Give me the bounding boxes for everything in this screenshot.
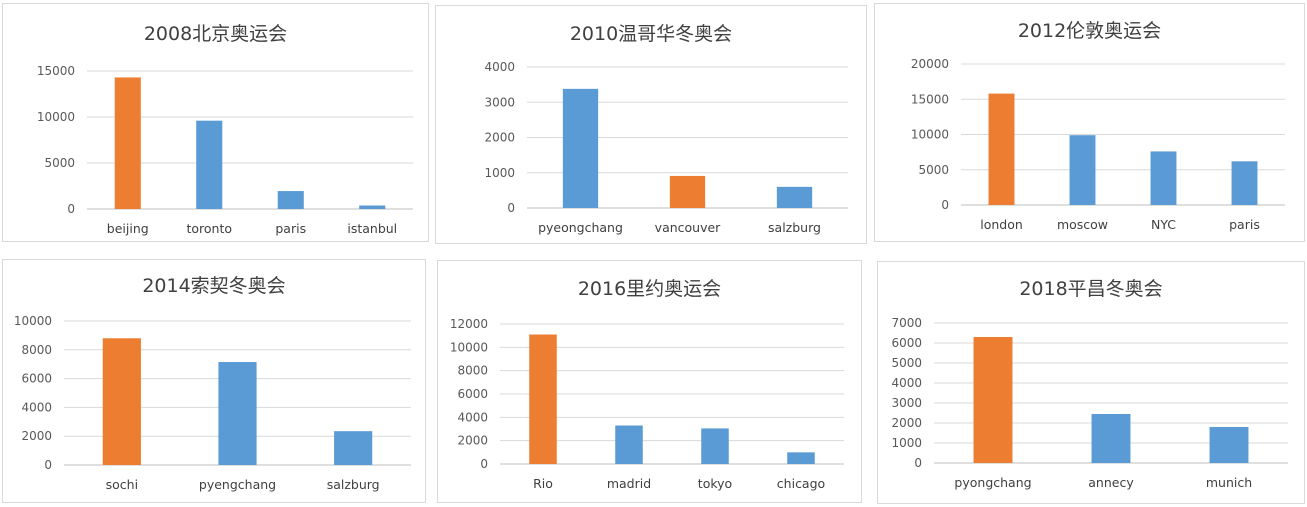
x-tick-label: toronto [186,221,232,236]
y-tick-label: 0 [480,457,488,471]
chart-title: 2012伦敦奥运会 [1018,20,1161,42]
y-tick-label: 10000 [37,110,75,124]
bar [529,334,557,464]
y-tick-label: 4000 [457,410,488,424]
y-tick-label: 4000 [21,400,52,414]
x-tick-label: vancouver [655,220,722,235]
y-tick-label: 10000 [911,128,949,142]
y-tick-label: 4000 [484,60,515,74]
chart-panel: 2012伦敦奥运会 0 5000 10000 15000 20000 london mosco… [874,3,1305,242]
chart-title: 2018平昌冬奥会 [1019,278,1162,300]
y-tick-label: 2000 [891,416,922,430]
bar [669,175,706,208]
bar-chart: 2008北京奥运会 0 5000 10000 15000 beijing toronto pa… [37,23,413,236]
y-tick-label: 0 [67,202,75,216]
bar [196,120,223,209]
bar [1231,161,1258,205]
x-tick-label: madrid [607,476,651,491]
x-tick-label: chicago [777,476,825,491]
x-tick-label: tokyo [698,476,732,491]
chart-title: 2016里约奥运会 [578,278,721,300]
x-tick-label: sochi [106,477,138,492]
y-tick-label: 0 [941,198,949,212]
bar [562,88,599,208]
y-tick-label: 20000 [911,57,949,71]
x-tick-label: moscow [1057,217,1108,232]
bar [973,337,1013,463]
bar-chart: 2018平昌冬奥会 0 1000 2000 3000 4000 5000 6000 7000 py… [891,278,1288,490]
bar [277,191,304,209]
y-tick-label: 1000 [484,166,515,180]
chart-panel: 2016里约奥运会 0 2000 4000 6000 8000 10000 12000 Rio m… [437,260,862,503]
y-tick-label: 15000 [911,92,949,106]
y-tick-label: 12000 [450,317,488,331]
x-tick-label: london [980,217,1023,232]
bar-chart: 2014索契冬奥会 0 2000 4000 6000 8000 10000 sochi pyen… [14,275,411,492]
x-tick-label: pyeongchang [538,220,623,235]
y-tick-label: 2000 [457,434,488,448]
y-tick-label: 0 [507,201,515,215]
y-tick-label: 6000 [21,372,52,386]
x-tick-label: paris [275,221,306,236]
bar-chart: 2016里约奥运会 0 2000 4000 6000 8000 10000 12000 Rio m… [450,278,844,491]
x-tick-label: Rio [533,476,553,491]
bar [701,428,729,464]
y-tick-label: 0 [914,456,922,470]
bar-chart: 2010温哥华冬奥会 0 1000 2000 3000 4000 pyeongchang va… [484,23,848,235]
x-tick-label: annecy [1088,475,1134,490]
chart-title: 2008北京奥运会 [144,23,287,45]
y-tick-label: 6000 [457,387,488,401]
y-tick-label: 8000 [21,343,52,357]
y-tick-label: 5000 [891,356,922,370]
chart-panel: 2014索契冬奥会 0 2000 4000 6000 8000 10000 sochi pyen… [2,259,426,503]
y-tick-label: 2000 [21,429,52,443]
bar [615,425,643,464]
x-tick-label: salzburg [327,477,380,492]
y-tick-label: 10000 [14,314,52,328]
x-tick-label: NYC [1151,217,1176,232]
bar [1069,135,1096,205]
bar [1091,414,1131,463]
x-tick-label: pyongchang [954,475,1031,490]
chart-panel: 2008北京奥运会 0 5000 10000 15000 beijing toronto pa… [2,3,429,242]
y-tick-label: 10000 [450,340,488,354]
y-tick-label: 5000 [918,163,949,177]
x-tick-label: salzburg [768,220,821,235]
y-tick-label: 3000 [891,396,922,410]
bar [218,362,257,465]
bar [776,186,813,208]
y-tick-label: 7000 [891,316,922,330]
x-tick-label: munich [1206,475,1252,490]
y-tick-label: 2000 [484,131,515,145]
x-tick-label: istanbul [347,221,397,236]
chart-panel: 2010温哥华冬奥会 0 1000 2000 3000 4000 pyeongchang va… [435,5,867,244]
y-tick-label: 15000 [37,64,75,78]
x-tick-label: beijing [107,221,149,236]
y-tick-label: 8000 [457,364,488,378]
chart-title: 2014索契冬奥会 [142,275,285,297]
y-tick-label: 6000 [891,336,922,350]
bar [334,431,373,465]
y-tick-label: 5000 [44,156,75,170]
y-tick-label: 0 [44,458,52,472]
x-tick-label: paris [1229,217,1260,232]
bar [114,77,141,209]
bar [1150,151,1177,205]
bar [102,338,141,465]
bar [359,205,386,209]
bar [787,452,815,464]
y-tick-label: 4000 [891,376,922,390]
y-tick-label: 1000 [891,436,922,450]
bar-chart: 2012伦敦奥运会 0 5000 10000 15000 20000 london mosco… [911,20,1285,232]
bar [988,93,1015,205]
y-tick-label: 3000 [484,95,515,109]
bar [1209,427,1249,463]
chart-panel: 2018平昌冬奥会 0 1000 2000 3000 4000 5000 6000 7000 py… [877,261,1305,504]
x-tick-label: pyengchang [199,477,276,492]
chart-title: 2010温哥华冬奥会 [570,23,732,45]
